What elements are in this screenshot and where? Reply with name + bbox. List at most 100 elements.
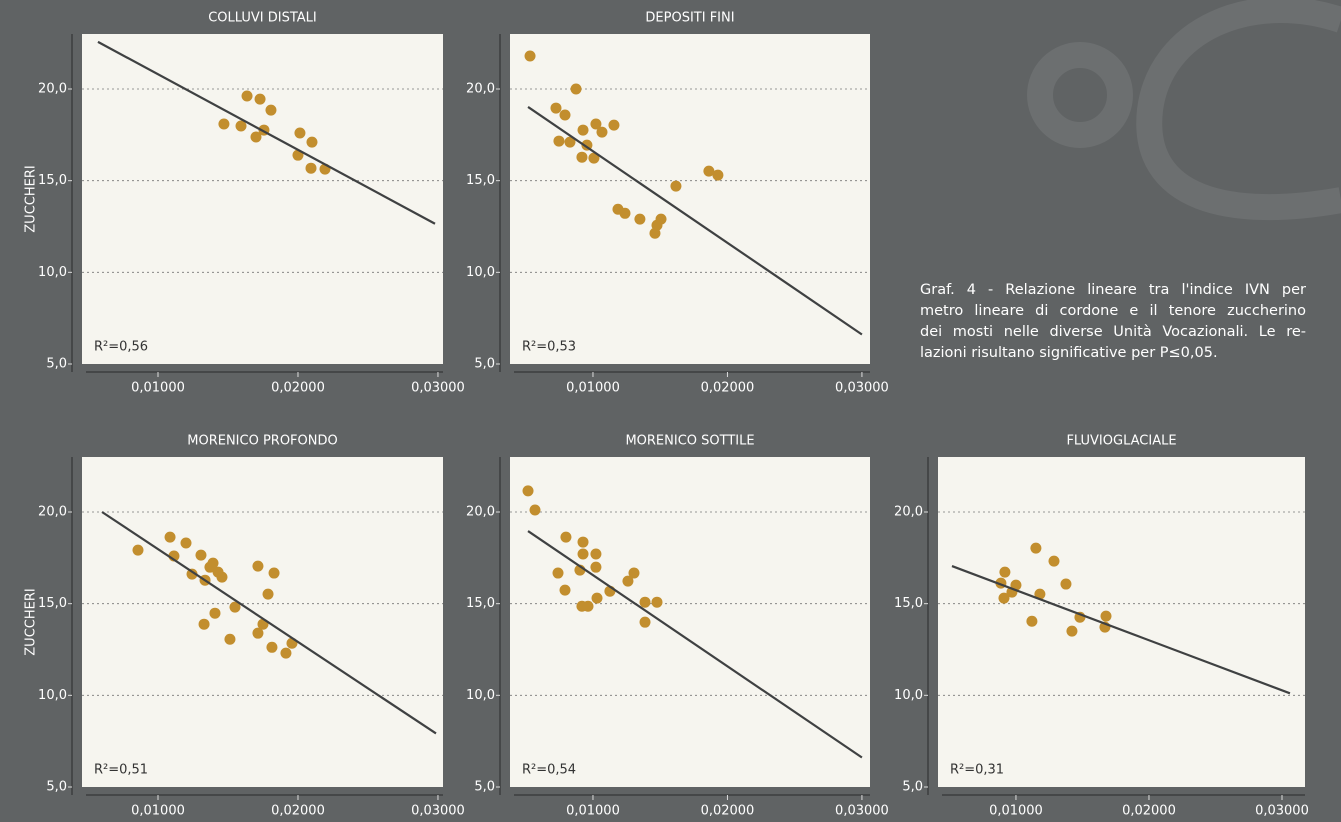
data-point <box>712 170 723 181</box>
y-tick-label: 10,0 <box>466 265 495 280</box>
r-squared: R²=0,56 <box>94 340 148 355</box>
y-tick-label: 20,0 <box>38 82 67 97</box>
chart-title: MORENICO SOTTILE <box>625 434 754 449</box>
chart-title: DEPOSITI FINI <box>645 11 734 26</box>
logo-decoration <box>1040 10 1341 207</box>
caption-line: lazioni risultano significative per P≤0,… <box>920 343 1306 364</box>
r-squared: R²=0,51 <box>94 763 148 778</box>
y-tick-label: 15,0 <box>466 596 495 611</box>
scatter-panel: DEPOSITI FINI 5,0 10,0 15,0 20,0 0,01000 0,020… <box>466 11 889 396</box>
data-point <box>670 181 681 192</box>
r-squared: R²=0,53 <box>522 340 576 355</box>
data-point <box>209 608 220 619</box>
data-point <box>263 589 274 600</box>
data-point <box>649 228 660 239</box>
x-tick-label: 0,03000 <box>835 804 889 819</box>
data-point <box>523 485 534 496</box>
y-tick-label: 10,0 <box>894 688 923 703</box>
data-point <box>553 136 564 147</box>
y-tick-label: 5,0 <box>46 780 67 795</box>
data-point <box>560 585 571 596</box>
r-squared: R²=0,31 <box>950 763 1004 778</box>
caption-line: dei mosti nelle diverse Unità Vocazional… <box>920 322 1306 343</box>
x-tick-label: 0,03000 <box>835 381 889 396</box>
y-tick-label: 10,0 <box>466 688 495 703</box>
data-point <box>999 567 1010 578</box>
logo-circle <box>1040 55 1120 135</box>
caption: Graf. 4 - Relazione lineare tra l'indice… <box>920 280 1306 364</box>
y-tick-label: 20,0 <box>466 82 495 97</box>
plot-area <box>510 34 870 364</box>
y-tick-label: 15,0 <box>38 173 67 188</box>
data-point <box>216 572 227 583</box>
caption-line: metro lineare di cordone e il tenore zuc… <box>920 301 1306 322</box>
y-axis-label: ZUCCHERI <box>24 165 39 232</box>
data-point <box>550 103 561 114</box>
scatter-panel: MORENICO SOTTILE 5,0 10,0 15,0 20,0 0,01000 0,… <box>466 434 889 819</box>
data-point <box>218 119 229 130</box>
data-point <box>608 120 619 131</box>
y-tick-label: 5,0 <box>902 780 923 795</box>
data-point <box>1066 626 1077 637</box>
data-point <box>1101 611 1112 622</box>
chart-title: FLUVIOGLACIALE <box>1066 434 1176 449</box>
data-point <box>582 601 593 612</box>
data-point <box>553 568 564 579</box>
data-point <box>294 128 305 139</box>
data-point <box>252 561 263 572</box>
data-point <box>571 84 582 95</box>
data-point <box>596 127 607 138</box>
data-point <box>592 593 603 604</box>
data-point <box>640 617 651 628</box>
chart-title: MORENICO PROFONDO <box>187 434 337 449</box>
y-tick-label: 20,0 <box>466 505 495 520</box>
data-point <box>640 597 651 608</box>
data-point <box>578 548 589 559</box>
x-tick-label: 0,02000 <box>701 381 755 396</box>
r-squared: R²=0,54 <box>522 763 576 778</box>
data-point <box>1026 616 1037 627</box>
data-point <box>628 568 639 579</box>
data-point <box>280 648 291 659</box>
chart-title: COLLUVI DISTALI <box>208 11 317 26</box>
data-point <box>1030 543 1041 554</box>
logo-arc <box>1149 10 1341 207</box>
data-point <box>224 634 235 645</box>
x-tick-label: 0,01000 <box>566 804 620 819</box>
data-point <box>651 597 662 608</box>
data-point <box>578 125 589 136</box>
data-point <box>165 532 176 543</box>
y-tick-label: 5,0 <box>46 357 67 372</box>
data-point <box>525 51 536 62</box>
caption-line: Graf. 4 - Relazione lineare tra l'indice… <box>920 280 1306 301</box>
data-point <box>1048 556 1059 567</box>
y-tick-label: 10,0 <box>38 265 67 280</box>
data-point <box>656 214 667 225</box>
x-tick-label: 0,03000 <box>411 381 465 396</box>
x-tick-label: 0,03000 <box>1255 804 1309 819</box>
x-tick-label: 0,02000 <box>271 804 325 819</box>
data-point <box>1060 579 1071 590</box>
data-point <box>590 562 601 573</box>
data-point <box>634 214 645 225</box>
plot-area <box>510 457 870 787</box>
data-point <box>619 208 630 219</box>
y-tick-label: 5,0 <box>474 780 495 795</box>
x-tick-label: 0,02000 <box>1122 804 1176 819</box>
y-tick-label: 15,0 <box>38 596 67 611</box>
data-point <box>530 504 541 515</box>
data-point <box>590 548 601 559</box>
data-point <box>242 90 253 101</box>
x-tick-label: 0,01000 <box>131 804 185 819</box>
data-point <box>560 532 571 543</box>
x-tick-label: 0,01000 <box>989 804 1043 819</box>
data-point <box>132 545 143 556</box>
data-point <box>306 137 317 148</box>
y-tick-label: 20,0 <box>894 505 923 520</box>
y-tick-label: 15,0 <box>466 173 495 188</box>
x-tick-label: 0,03000 <box>411 804 465 819</box>
y-tick-label: 5,0 <box>474 357 495 372</box>
page: COLLUVI DISTALI ZUCCHERI 5,0 10,0 15,0 20,0 0,… <box>0 0 1341 822</box>
x-tick-label: 0,01000 <box>566 381 620 396</box>
